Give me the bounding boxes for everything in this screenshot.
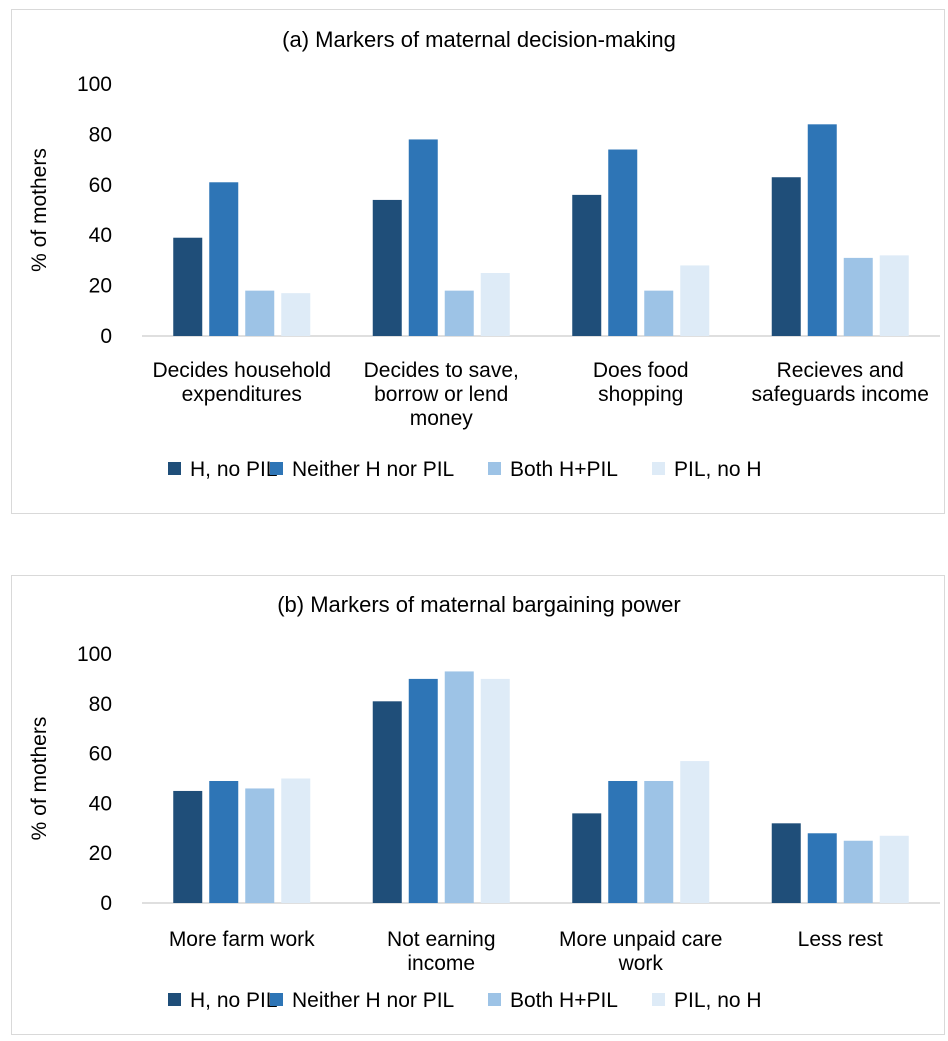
bar-a-s1-c0 (209, 182, 239, 336)
category-label: borrow or lend (374, 383, 508, 406)
bar-b-s0-c2 (572, 813, 602, 903)
category-label: More farm work (169, 928, 315, 951)
y-tick-label: 20 (89, 842, 112, 865)
bar-a-s3-c3 (879, 255, 909, 336)
bar-b-s2-c0 (245, 788, 275, 903)
bar-b-s3-c0 (281, 778, 311, 903)
chart-a-svg: (a) Markers of maternal decision-making%… (28, 27, 940, 481)
category-label: Decides household (152, 359, 331, 382)
bar-b-s1-c0 (209, 780, 239, 903)
category-label: shopping (598, 383, 683, 406)
chart-panel-b: (b) Markers of maternal bargaining power… (11, 575, 945, 1035)
y-tick-label: 40 (89, 224, 112, 247)
bar-a-s2-c1 (444, 290, 474, 336)
bar-a-s3-c0 (281, 293, 311, 336)
category-label: More unpaid care (559, 928, 722, 951)
y-tick-label: 20 (89, 275, 112, 298)
bar-a-s0-c0 (173, 237, 203, 336)
bar-b-s1-c1 (408, 678, 438, 903)
category-label: Less rest (798, 928, 883, 951)
bar-b-s2-c1 (444, 671, 474, 903)
category-label: Recieves and (777, 359, 904, 382)
legend-swatch (652, 462, 665, 475)
legend-swatch (270, 462, 283, 475)
bar-b-s2-c2 (644, 780, 674, 903)
category-label: money (410, 407, 474, 430)
bar-a-s0-c3 (771, 177, 801, 336)
legend-label: Neither H nor PIL (292, 989, 454, 1012)
y-tick-label: 100 (77, 73, 112, 96)
legend-swatch (168, 462, 181, 475)
legend-swatch (168, 993, 181, 1006)
bar-b-s2-c3 (843, 840, 873, 903)
bar-a-s2-c0 (245, 290, 275, 336)
legend-label: PIL, no H (674, 989, 762, 1012)
legend-swatch (270, 993, 283, 1006)
legend-swatch (652, 993, 665, 1006)
legend-swatch (488, 993, 501, 1006)
y-tick-label: 60 (89, 743, 112, 766)
bar-b-s3-c3 (879, 835, 909, 903)
legend-label: Neither H nor PIL (292, 458, 454, 481)
bar-a-s1-c1 (408, 139, 438, 336)
bar-b-s1-c2 (608, 780, 638, 903)
y-tick-label: 80 (89, 123, 112, 146)
category-label: Does food (593, 359, 689, 382)
y-tick-label: 0 (100, 892, 112, 915)
y-tick-label: 40 (89, 792, 112, 815)
bar-a-s1-c2 (608, 149, 638, 336)
legend-label: Both H+PIL (510, 458, 618, 481)
bar-a-s2-c2 (644, 290, 674, 336)
bar-b-s3-c1 (480, 678, 510, 903)
category-label: work (618, 952, 664, 975)
bar-a-s2-c3 (843, 257, 873, 336)
bar-a-s3-c2 (680, 265, 710, 336)
y-tick-label: 80 (89, 693, 112, 716)
y-tick-label: 0 (100, 325, 112, 348)
legend-label: H, no PIL (190, 989, 278, 1012)
bar-a-s0-c2 (572, 194, 602, 336)
category-label: expenditures (182, 383, 302, 406)
y-axis-label: % of mothers (28, 717, 51, 841)
legend-label: H, no PIL (190, 458, 278, 481)
legend-label: PIL, no H (674, 458, 762, 481)
bar-b-s1-c3 (807, 833, 837, 903)
y-axis-label: % of mothers (28, 148, 51, 272)
bar-b-s0-c0 (173, 790, 203, 903)
category-label: income (407, 952, 475, 975)
y-tick-label: 100 (77, 643, 112, 666)
legend-label: Both H+PIL (510, 989, 618, 1012)
chart-panel-a: (a) Markers of maternal decision-making%… (11, 9, 945, 514)
bar-b-s3-c2 (680, 761, 710, 903)
bar-a-s1-c3 (807, 124, 837, 336)
bar-b-s0-c1 (372, 701, 402, 903)
legend-swatch (488, 462, 501, 475)
chart-b-svg: (b) Markers of maternal bargaining power… (28, 592, 940, 1012)
bar-a-s0-c1 (372, 199, 402, 336)
category-label: safeguards income (752, 383, 929, 406)
bar-b-s0-c3 (771, 823, 801, 903)
chart-title: (b) Markers of maternal bargaining power (277, 592, 681, 617)
chart-title: (a) Markers of maternal decision-making (282, 27, 676, 52)
y-tick-label: 60 (89, 174, 112, 197)
category-label: Decides to save, (364, 359, 519, 382)
category-label: Not earning (387, 928, 496, 951)
bar-a-s3-c1 (480, 273, 510, 336)
